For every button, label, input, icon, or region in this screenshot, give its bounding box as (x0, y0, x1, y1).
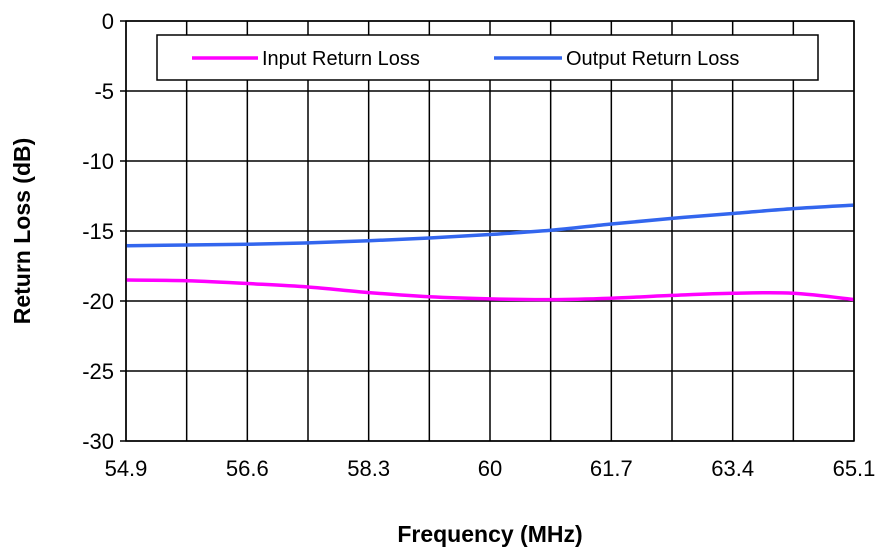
y-axis-tick-labels: 0 -5 -10 -15 -20 -25 -30 (82, 9, 114, 454)
y-tick-label: -10 (82, 149, 114, 174)
legend-label-input-return-loss: Input Return Loss (262, 48, 420, 70)
y-tick-label: -30 (82, 429, 114, 454)
y-axis-title: Return Loss (dB) (9, 138, 35, 325)
x-tick-label: 61.7 (590, 456, 633, 481)
y-tick-label: -5 (94, 79, 114, 104)
x-tick-label: 63.4 (711, 456, 754, 481)
plot-area-frame (125, 20, 855, 442)
legend: Input Return Loss Output Return Loss (156, 34, 819, 81)
x-tick-label: 56.6 (226, 456, 269, 481)
x-tick-label: 58.3 (347, 456, 390, 481)
x-tick-label: 54.9 (105, 456, 148, 481)
legend-label-output-return-loss: Output Return Loss (566, 48, 739, 70)
series-line-output-return-loss (125, 203, 855, 248)
x-axis-tick-labels: 54.9 56.6 58.3 60 61.7 63.4 65.1 (105, 456, 876, 481)
x-tick-label: 65.1 (833, 456, 876, 481)
y-tick-label: -20 (82, 289, 114, 314)
series-lines (125, 203, 855, 302)
legend-box (156, 34, 819, 81)
x-axis-title: Frequency (MHz) (397, 521, 582, 547)
series-line-input-return-loss (125, 278, 855, 302)
y-tick-label: -15 (82, 219, 114, 244)
grid (120, 20, 855, 442)
y-tick-label: 0 (102, 9, 114, 34)
x-tick-label: 60 (478, 456, 502, 481)
y-tick-label: -25 (82, 359, 114, 384)
